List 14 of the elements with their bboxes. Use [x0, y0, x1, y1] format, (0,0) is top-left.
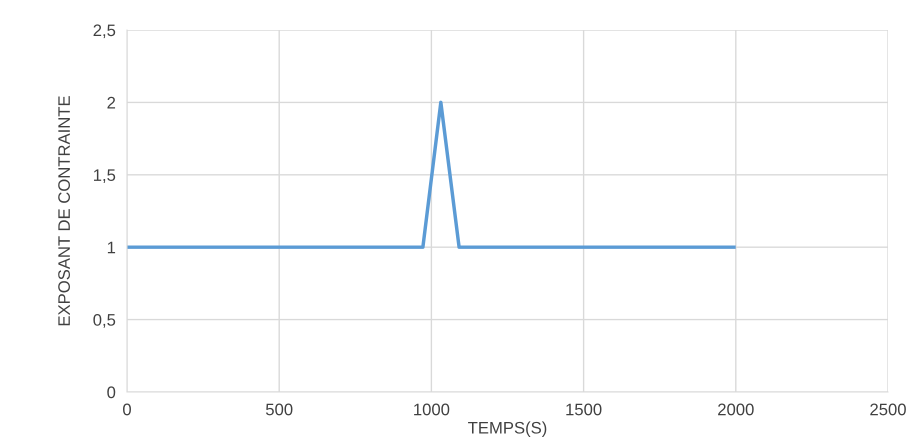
x-tick-label: 500 — [266, 404, 292, 416]
y-axis-title: EXPOSANT DE CONTRAINTE — [58, 96, 70, 326]
y-tick-label: 0,5 — [93, 314, 116, 328]
y-tick-label: 1,5 — [94, 169, 116, 183]
x-tick-label: 2000 — [718, 404, 754, 416]
x-axis-title: TEMPS(S) — [468, 421, 546, 437]
x-tick-label: 2500 — [870, 404, 906, 416]
y-tick-label: 1 — [108, 242, 116, 254]
y-tick-label: 2 — [107, 96, 116, 108]
y-tick-label: 2,5 — [94, 24, 116, 38]
x-tick-label: 1000 — [414, 404, 450, 416]
x-tick-label: 1500 — [566, 404, 602, 416]
x-tick-label: 0 — [123, 404, 131, 416]
y-tick-label: 0 — [107, 386, 116, 398]
